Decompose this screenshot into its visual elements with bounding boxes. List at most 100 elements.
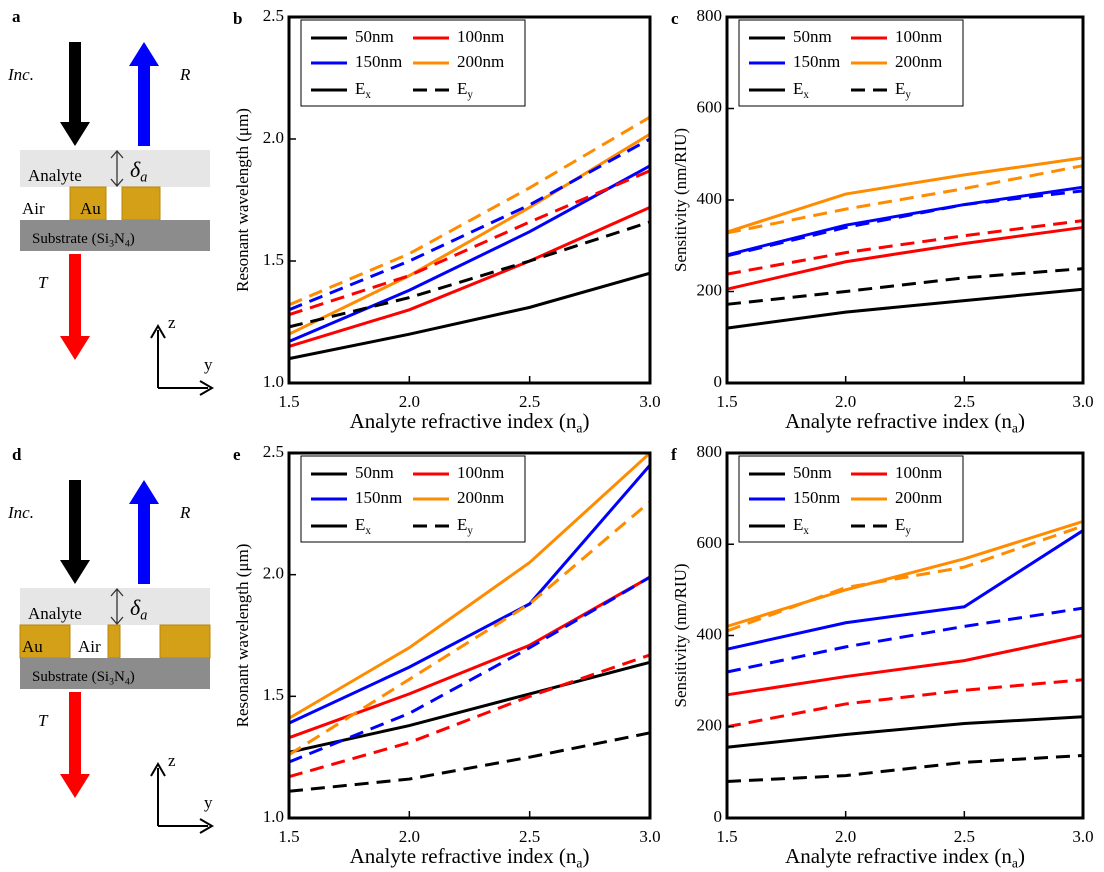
- series-line: [288, 653, 651, 779]
- x-tick-label: 1.5: [278, 392, 299, 411]
- gap-arrow-head: [110, 178, 124, 187]
- substrate-label-part: 4: [125, 239, 130, 250]
- incident-arrow: [60, 42, 90, 146]
- series-line: [288, 115, 651, 307]
- y-tick-label: 1.0: [263, 807, 284, 826]
- axis-head: [150, 762, 166, 777]
- legend-style-label-part: E: [793, 515, 803, 534]
- gold-block: [19, 624, 71, 659]
- legend-label: 150nm: [793, 488, 840, 507]
- x-tick-label: 2.5: [954, 392, 975, 411]
- y-tick-label: 400: [697, 189, 723, 208]
- panel-label: a: [12, 7, 21, 26]
- axis-y-label: y: [204, 793, 213, 812]
- x-axis-label-part: ): [1018, 409, 1025, 433]
- plot-frame: [725, 15, 1085, 385]
- series-line: [726, 164, 1084, 235]
- delta-label-part: a: [140, 170, 147, 186]
- legend-style-label: Ex: [793, 79, 809, 101]
- delta-label: δa: [130, 595, 147, 624]
- series-line: [726, 287, 1084, 330]
- gold-block: [159, 624, 211, 659]
- series-line: [726, 529, 1084, 651]
- x-axis-label: Analyte refractive index (na): [785, 844, 1025, 871]
- reflected-arrow: [129, 480, 159, 584]
- series-line: [288, 164, 651, 343]
- axis-head: [199, 380, 214, 396]
- legend-style-label-part: E: [895, 515, 905, 534]
- panel-label: b: [233, 9, 242, 28]
- x-axis-label-part: a: [576, 420, 582, 435]
- y-tick-label: 1.5: [263, 685, 284, 704]
- analyte-layer: [20, 150, 210, 187]
- series-line: [726, 753, 1084, 783]
- x-tick-label: 3.0: [639, 392, 660, 411]
- x-axis-label-part: Analyte refractive index (n: [350, 409, 577, 433]
- gold-block: [121, 186, 161, 221]
- legend-style-label-part: y: [467, 525, 473, 537]
- substrate-label-part: 4: [125, 677, 130, 688]
- substrate-label: Substrate (Si3N4): [32, 669, 135, 687]
- substrate-label-part: Substrate (Si: [32, 669, 109, 685]
- axis-head: [150, 324, 166, 339]
- substrate-label-part: N: [114, 231, 125, 247]
- legend-label: 50nm: [793, 27, 832, 46]
- x-tick-label: 3.0: [1072, 827, 1093, 846]
- legend-style-label-part: y: [467, 89, 473, 101]
- gap-arrow-head: [110, 616, 124, 625]
- y-tick-label: 400: [697, 624, 723, 643]
- y-tick-label: 800: [697, 6, 723, 25]
- y-tick-label: 600: [697, 533, 723, 552]
- y-tick-label: 0: [714, 807, 723, 826]
- series-line: [726, 189, 1084, 258]
- legend-label: 100nm: [895, 27, 942, 46]
- series-line: [288, 220, 651, 329]
- incident-label: Inc.: [7, 65, 34, 84]
- series-line: [288, 271, 651, 361]
- x-tick-label: 2.5: [519, 827, 540, 846]
- x-axis-label-part: a: [1012, 855, 1018, 870]
- y-tick-label: 2.5: [263, 442, 284, 461]
- x-tick-label: 1.5: [278, 827, 299, 846]
- series-line: [726, 219, 1084, 276]
- series-line: [726, 715, 1084, 749]
- gold-block: [69, 186, 107, 221]
- series-line: [288, 451, 652, 720]
- legend-label: 100nm: [457, 463, 504, 482]
- series-line: [288, 205, 651, 348]
- legend-style-label: Ex: [355, 79, 371, 101]
- series-line: [726, 267, 1084, 306]
- legend-style-label: Ex: [793, 515, 809, 537]
- legend-style-label: Ey: [457, 79, 473, 101]
- y-tick-label: 200: [697, 716, 723, 735]
- axis-z-label: z: [168, 751, 176, 770]
- x-tick-label: 1.5: [716, 392, 737, 411]
- y-tick-label: 2.0: [263, 564, 284, 583]
- x-axis-label-part: ): [1018, 844, 1025, 868]
- layer-label: Air: [78, 637, 101, 656]
- delta-label: δa: [130, 157, 147, 186]
- legend-style-label-part: y: [905, 525, 911, 537]
- gold-block: [107, 624, 121, 659]
- legend-style-label: Ex: [355, 515, 371, 537]
- legend-style-label-part: E: [355, 79, 365, 98]
- analyte-label: Analyte: [28, 604, 82, 623]
- legend-label: 100nm: [457, 27, 504, 46]
- legend-style-label: Ey: [457, 515, 473, 537]
- plot-frame: [287, 15, 652, 385]
- x-tick-label: 2.0: [835, 827, 856, 846]
- panel-label: f: [671, 445, 677, 464]
- x-tick-label: 2.0: [399, 827, 420, 846]
- delta-label-part: a: [140, 608, 147, 624]
- panel-label: d: [12, 445, 22, 464]
- legend-label: 100nm: [895, 463, 942, 482]
- y-tick-label: 600: [697, 97, 723, 116]
- y-axis-label: Resonant wavelength (μm): [233, 108, 252, 292]
- x-axis-label: Analyte refractive index (na): [350, 409, 590, 436]
- legend-style-label-part: x: [365, 89, 371, 101]
- series-line: [288, 660, 651, 754]
- transmitted-arrow: [60, 254, 90, 360]
- legend-label: 200nm: [895, 488, 942, 507]
- legend-style-label-part: x: [803, 89, 809, 101]
